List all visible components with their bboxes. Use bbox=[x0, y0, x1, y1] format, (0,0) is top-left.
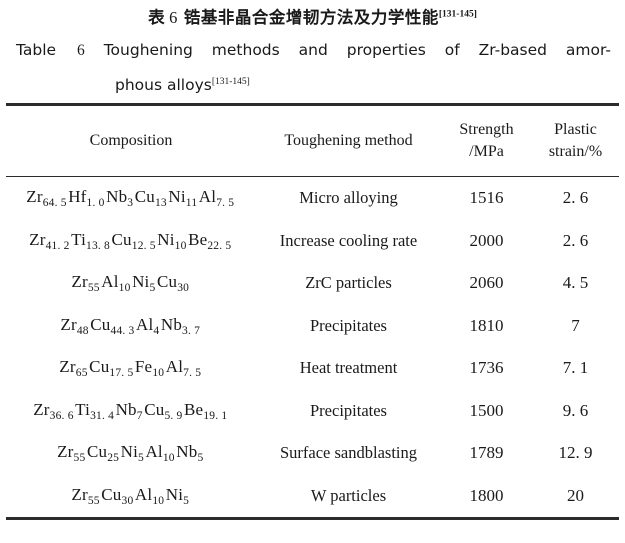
cell-toughening-method: Precipitates bbox=[310, 315, 387, 335]
cell-toughening-method: Precipitates bbox=[310, 400, 387, 420]
cell-composition: Zr36. 6Ti31. 4Nb7Cu5. 9Be19. 1 bbox=[33, 399, 228, 422]
caption-english-number: 6 bbox=[77, 42, 85, 59]
table-row: Zr65Cu17. 5Fe10Al7. 5 Heat treatment 1736 7… bbox=[6, 347, 619, 390]
cell-strength: 1736 bbox=[469, 358, 504, 378]
column-header-strain-line1: Plastic bbox=[554, 121, 597, 138]
cell-composition: Zr41. 2Ti13. 8Cu12. 5Ni10Be22. 5 bbox=[29, 229, 232, 252]
cell-toughening-method: ZrC particles bbox=[305, 273, 392, 293]
cell-strength: 2000 bbox=[469, 230, 504, 250]
column-header-method: Toughening method bbox=[284, 132, 413, 149]
column-header-strength: Strength /MPa bbox=[441, 106, 532, 176]
column-header-strength-line2: /MPa bbox=[469, 143, 504, 160]
cell-strength: 1810 bbox=[469, 315, 504, 335]
column-header-composition: Composition bbox=[89, 132, 173, 149]
caption-chinese-reference: [131-145] bbox=[438, 9, 477, 20]
table-body: Zr64. 5Hf1. 0Nb3Cu13Ni11Al7. 5 Micro allo… bbox=[6, 177, 619, 517]
table-row: Zr55Cu30Al10Ni5 W particles 1800 20 bbox=[6, 475, 619, 518]
caption-chinese-text: 锆基非晶合金增韧方法及力学性能 bbox=[183, 8, 439, 27]
cell-plastic-strain: 2. 6 bbox=[562, 230, 589, 250]
cell-plastic-strain: 7 bbox=[571, 315, 580, 335]
cell-composition: Zr55Cu30Al10Ni5 bbox=[71, 484, 190, 507]
column-header-strength-line1: Strength bbox=[459, 121, 514, 138]
caption-chinese-label: 表 bbox=[148, 8, 166, 27]
cell-strength: 1500 bbox=[469, 400, 504, 420]
cell-plastic-strain: 7. 1 bbox=[562, 358, 589, 378]
column-header-strain-line2: strain/% bbox=[548, 143, 603, 160]
cell-plastic-strain: 12. 9 bbox=[558, 443, 593, 463]
cell-composition: Zr55Al10Ni5Cu30 bbox=[71, 272, 190, 295]
table-header-rule bbox=[6, 176, 619, 177]
cell-strength: 1516 bbox=[469, 188, 504, 208]
cell-strength: 1789 bbox=[469, 443, 504, 463]
caption-english-reference: [131-145] bbox=[211, 76, 250, 87]
table-row: Zr48Cu44. 3Al4Nb3. 7 Precipitates 1810 7 bbox=[6, 305, 619, 348]
cell-composition: Zr64. 5Hf1. 0Nb3Cu13Ni11Al7. 5 bbox=[26, 187, 235, 210]
caption-chinese-number: 6 bbox=[169, 8, 178, 27]
table-top-rule bbox=[6, 103, 619, 106]
cell-plastic-strain: 2. 6 bbox=[562, 188, 589, 208]
cell-toughening-method: Increase cooling rate bbox=[279, 230, 418, 250]
cell-plastic-strain: 20 bbox=[567, 485, 584, 505]
cell-toughening-method: W particles bbox=[310, 485, 387, 505]
caption-english-label: Table bbox=[16, 41, 57, 59]
caption-english-text-part2: phous alloys bbox=[115, 76, 212, 94]
header-row: Composition Toughening method Strength /… bbox=[6, 106, 619, 176]
table-row: Zr41. 2Ti13. 8Cu12. 5Ni10Be22. 5 Increase… bbox=[6, 220, 619, 263]
cell-composition: Zr48Cu44. 3Al4Nb3. 7 bbox=[60, 314, 201, 337]
caption-english-line1: Table 6 Toughening methods and propertie… bbox=[12, 33, 613, 68]
table-row: Zr64. 5Hf1. 0Nb3Cu13Ni11Al7. 5 Micro allo… bbox=[6, 177, 619, 220]
cell-plastic-strain: 4. 5 bbox=[562, 273, 589, 293]
caption-chinese: 表 6 锆基非晶合金增韧方法及力学性能[131-145] bbox=[12, 0, 613, 33]
data-table-body: Zr64. 5Hf1. 0Nb3Cu13Ni11Al7. 5 Micro allo… bbox=[6, 177, 619, 517]
caption-english-text-part1: Toughening methods and properties of Zr-… bbox=[103, 41, 611, 59]
cell-strength: 2060 bbox=[469, 273, 504, 293]
data-table: Composition Toughening method Strength /… bbox=[6, 106, 619, 176]
cell-strength: 1800 bbox=[469, 485, 504, 505]
column-header-plastic-strain: Plastic strain/% bbox=[532, 106, 619, 176]
caption-english-line2: phous alloys[131-145] bbox=[12, 68, 613, 103]
caption-block: 表 6 锆基非晶合金增韧方法及力学性能[131-145] Table 6 Tough… bbox=[0, 0, 625, 103]
table-row: Zr55Al10Ni5Cu30 ZrC particles 2060 4. 5 bbox=[6, 262, 619, 305]
cell-toughening-method: Heat treatment bbox=[299, 358, 398, 378]
cell-plastic-strain: 9. 6 bbox=[562, 400, 589, 420]
table-bottom-rule bbox=[6, 517, 619, 520]
cell-composition: Zr65Cu17. 5Fe10Al7. 5 bbox=[59, 357, 202, 380]
table-head: Composition Toughening method Strength /… bbox=[6, 106, 619, 176]
table-row: Zr36. 6Ti31. 4Nb7Cu5. 9Be19. 1 Precipitat… bbox=[6, 390, 619, 433]
cell-toughening-method: Surface sandblasting bbox=[279, 443, 417, 463]
cell-composition: Zr55Cu25Ni5Al10Nb5 bbox=[57, 442, 204, 465]
cell-toughening-method: Micro alloying bbox=[299, 188, 398, 208]
table-row: Zr55Cu25Ni5Al10Nb5 Surface sandblasting 17… bbox=[6, 432, 619, 475]
